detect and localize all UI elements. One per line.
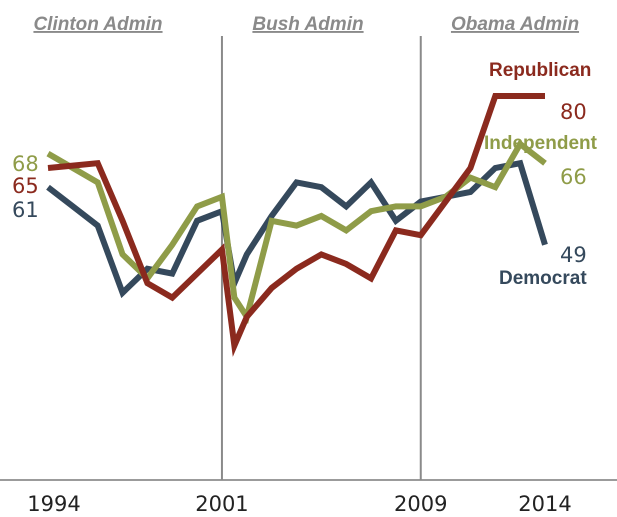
democrat-start-value: 61 (12, 198, 39, 222)
democrat-line (46, 159, 548, 299)
x-tick-label: 1994 (27, 492, 80, 516)
democrat-end-value: 49 (560, 243, 587, 267)
series-lines (46, 93, 548, 357)
x-tick-label: 2014 (518, 492, 571, 516)
democrat-series-label: Democrat (499, 268, 587, 289)
admin-label-clinton: Clinton Admin (33, 14, 162, 35)
independent-end-value: 66 (560, 165, 587, 189)
admin-label-bush: Bush Admin (252, 14, 363, 35)
admin-dividers (220, 36, 422, 480)
independent-start-value: 68 (12, 152, 39, 176)
republican-line (47, 93, 545, 357)
republican-series-label: Republican (489, 60, 591, 81)
independent-series-label: Independent (484, 133, 598, 154)
x-tick-label: 2001 (195, 492, 248, 516)
republican-start-value: 65 (12, 174, 39, 198)
admin-label-obama: Obama Admin (451, 14, 579, 35)
x-tick-label: 2009 (394, 492, 447, 516)
republican-end-value: 80 (560, 100, 587, 124)
